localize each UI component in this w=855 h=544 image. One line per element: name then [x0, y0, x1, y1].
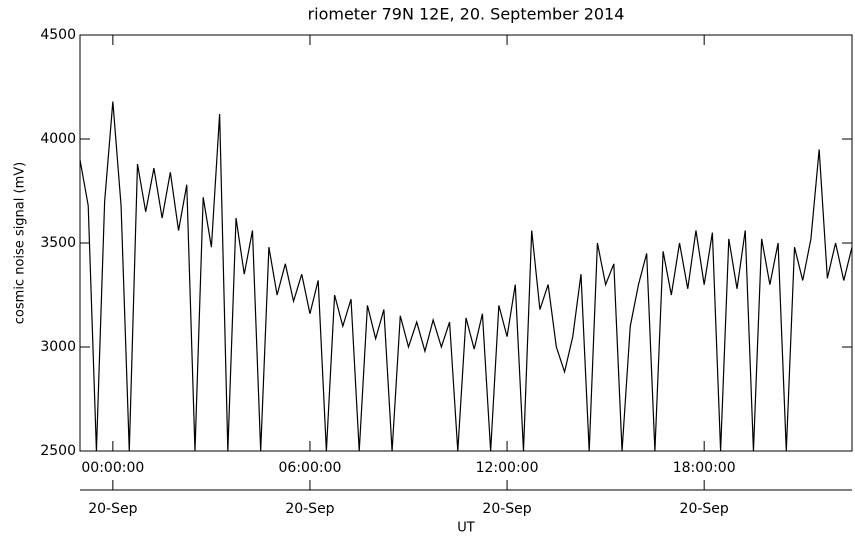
- plot-frame: [79, 34, 853, 452]
- date-tick-label: 20-Sep: [482, 501, 531, 517]
- y-tick-label: 4000: [40, 131, 76, 147]
- y-tick-label: 3500: [40, 235, 76, 251]
- y-tick-label: 2500: [40, 443, 76, 459]
- chart-title: riometer 79N 12E, 20. September 2014: [308, 5, 625, 24]
- x-tick-label: 12:00:00: [476, 460, 539, 476]
- y-axis-label: cosmic noise signal (mV): [13, 162, 28, 324]
- date-tick-label: 20-Sep: [285, 501, 334, 517]
- y-tick-label: 4500: [40, 27, 76, 43]
- y-tick-label: 3000: [40, 339, 76, 355]
- date-tick-label: 20-Sep: [88, 501, 137, 517]
- x-tick-label: 00:00:00: [81, 460, 144, 476]
- date-tick-label: 20-Sep: [680, 501, 729, 517]
- x-axis-label: UT: [457, 521, 475, 536]
- x-tick-label: 18:00:00: [673, 460, 736, 476]
- x-tick-label: 06:00:00: [279, 460, 342, 476]
- signal-line: [79, 101, 853, 452]
